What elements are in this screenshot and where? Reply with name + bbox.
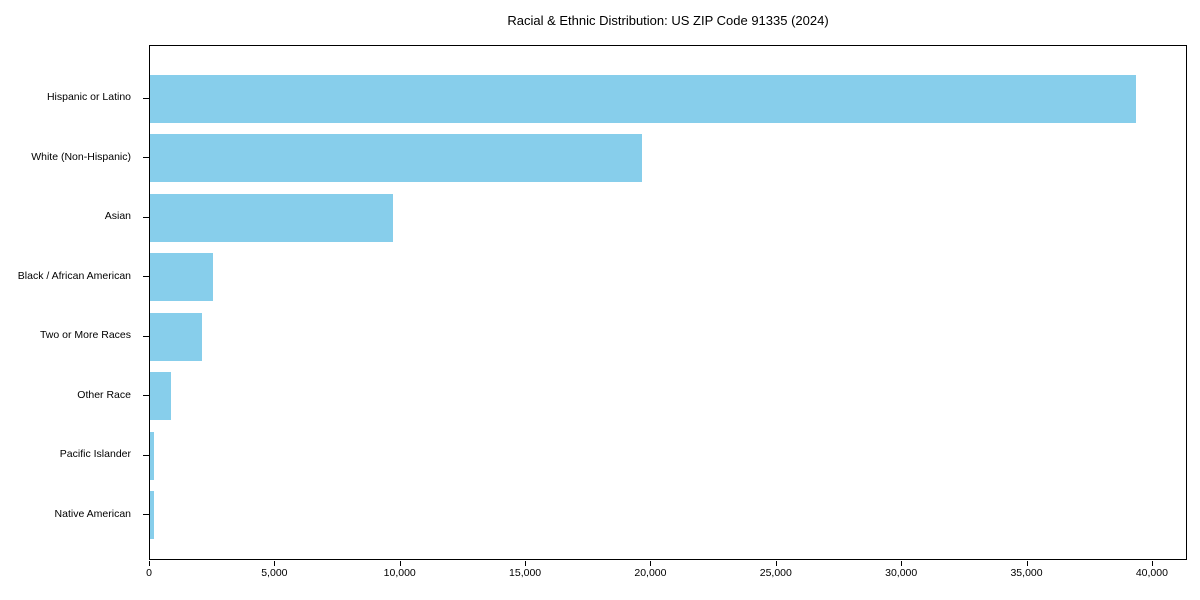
y-tick-mark [143, 514, 149, 515]
y-tick-mark [143, 216, 149, 218]
x-tick-mark [775, 561, 777, 566]
x-tick-mark [149, 561, 150, 566]
xtick-label-40-000: 40,000 [1135, 567, 1168, 579]
xtick-label-10-000: 10,000 [383, 567, 416, 579]
y-tick-mark [143, 335, 149, 337]
x-tick-mark [650, 561, 652, 566]
xtick-label-20-000: 20,000 [634, 567, 667, 579]
x-tick-mark [274, 561, 276, 566]
y-tick-mark [143, 454, 149, 456]
y-axis-labels: Hispanic or Latino White (Non-Hispanic) As… [0, 45, 140, 560]
y-tick-mark [143, 395, 149, 396]
ytick-label-other-race: Other Race [77, 388, 131, 401]
ytick-label-native-american: Native American [54, 507, 131, 520]
x-tick-mark [1026, 561, 1028, 566]
ytick-label-pacific-islander: Pacific Islander [59, 448, 131, 460]
xtick-label-35-000: 35,000 [1010, 567, 1043, 579]
bar-two-or-more-races [150, 312, 203, 361]
ytick-label-black-african-american: Black / African American [17, 269, 131, 282]
y-tick-mark [143, 276, 149, 277]
x-tick-mark [399, 561, 401, 566]
ytick-label-white-non-hispanic: White (Non-Hispanic) [31, 150, 131, 163]
x-tick-mark [1151, 561, 1153, 566]
y-tick-mark [143, 157, 149, 158]
bar-hispanic-or-latino [150, 74, 1136, 123]
xtick-label-5-000: 5,000 [261, 567, 288, 579]
xtick-label-25-000: 25,000 [759, 567, 792, 579]
ytick-label-asian: Asian [104, 210, 131, 222]
bar-native-american [150, 491, 154, 539]
xtick-label-15-000: 15,000 [509, 567, 542, 579]
x-tick-mark [525, 561, 527, 566]
ytick-label-two-or-more-races: Two or More Races [39, 329, 131, 341]
bar-black-african-american [150, 253, 213, 301]
bar-white-non-hispanic [150, 134, 642, 182]
bar-other-race [150, 372, 172, 420]
chart-title: Racial & Ethnic Distribution: US ZIP Cod… [507, 13, 829, 28]
x-tick-mark [901, 561, 903, 566]
ytick-label-hispanic-or-latino: Hispanic or Latino [46, 91, 131, 103]
xtick-label-30-000: 30,000 [885, 567, 918, 579]
xtick-label-0: 0 [146, 567, 152, 579]
plot-area [149, 45, 1187, 560]
bar-pacific-islander [150, 431, 154, 480]
y-tick-mark [143, 97, 149, 99]
bar-asian [150, 193, 394, 242]
